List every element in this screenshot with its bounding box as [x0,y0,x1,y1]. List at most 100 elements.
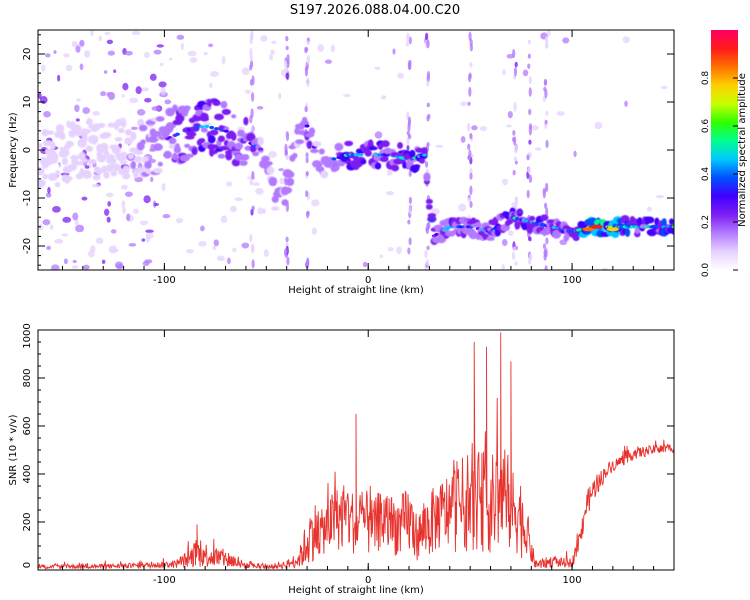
spectrogram-cell [514,196,519,205]
spectrogram-cell [278,168,284,172]
colorbar-tick-label: 0.6 [701,119,711,134]
spectrogram-cell [469,172,473,180]
spectrogram-cell [292,152,298,159]
spectrogram-cell [545,237,549,245]
spectrogram-cell [468,86,472,97]
spectrogram-cell [137,167,144,174]
spectrogram-cell [82,128,92,134]
spectrogram-cell [42,140,53,145]
spectrogram-cell [157,161,163,167]
spectrogram-cell [409,149,416,159]
spectrogram-cell [61,233,69,237]
spectrogram-cell [209,125,215,130]
spectrogram-cell [546,30,551,37]
spectrogram-cell [528,87,532,97]
spectrogram-cell [250,243,255,254]
spectrogram-cell [302,116,308,123]
spectrogram-cell [243,116,249,126]
spectrogram-cell [282,186,293,194]
spectrogram-cell [250,31,254,41]
spectrogram-y-tick-label: 10 [22,96,33,109]
snr-x-tick-label: 0 [365,575,371,586]
spectrogram-cell [622,36,630,44]
spectrogram-cell [285,154,289,161]
spectrogram-cell [542,243,547,250]
spectrogram-cell [60,172,70,176]
spectrogram-cell [125,129,132,136]
spectrogram-cell [317,44,325,52]
spectrogram-cell [168,137,177,145]
spectrogram-cell [406,130,410,136]
spectrogram-cell [258,147,264,151]
spectrogram-cell [418,158,426,164]
spectrogram-cell [54,182,61,188]
spectrogram-cell [251,182,261,186]
spectrogram-cell [180,42,184,51]
spectrogram-cell [40,64,46,72]
spectrogram-cell [582,227,595,232]
spectrogram-cell [181,111,188,117]
spectrogram-cell [214,113,225,121]
spectrogram-cell [543,86,547,92]
figure-title: S197.2026.088.04.00.C20 [290,3,460,18]
spectrogram-cell [174,143,181,152]
spectrogram-cell [122,82,129,91]
spectrogram-cell [202,121,212,127]
spectrogram-cell [309,148,319,154]
spectrogram-cell [507,218,514,225]
spectrogram-cell [115,264,124,270]
spectrogram-cell [108,245,118,254]
spectrogram-cell [358,153,364,157]
spectrogram-cell [507,110,513,119]
spectrogram-cell [174,132,180,136]
spectrogram-cell [426,142,430,147]
spectrogram-cell [217,153,226,159]
spectrogram-cell [285,236,289,243]
spectrogram-y-label: Frequency (Hz) [8,112,19,188]
spectrogram-cell [468,73,472,83]
spectrogram-cell [63,258,68,265]
spectrogram-cell [469,38,473,47]
spectrogram-cell [421,147,428,156]
spectrogram-cell [122,206,127,214]
spectrogram-cell [237,129,245,136]
spectrogram-cell [263,249,269,258]
spectrogram-cell [408,237,412,246]
spectrogram-cell [501,238,508,247]
spectrogram-cell [100,91,107,97]
spectrogram-cell [76,98,81,102]
spectrogram-cell [124,191,133,197]
spectrogram-cell [187,131,197,137]
spectrogram-cell [143,51,150,58]
spectrogram-cell [362,261,368,268]
spectrogram-cell [124,137,133,145]
spectrogram-cell [502,178,508,186]
spectrogram-cell [573,150,577,158]
spectrogram-cell [230,132,237,141]
spectrogram-cell [517,209,523,215]
spectrogram-cell [486,236,495,241]
spectrogram-cell [458,203,467,212]
colorbar-tick-label: 0.4 [701,167,711,182]
spectrogram-cell [606,227,619,232]
spectrogram-cell [160,87,166,96]
spectrogram-cell [111,163,122,172]
spectrogram-cell [460,101,467,107]
spectrogram-cell [305,210,310,219]
spectrogram-cell [406,137,410,146]
spectrogram-cell [121,200,126,208]
snr-y-tick-label: 0 [22,562,33,568]
spectrogram-cell [133,170,139,179]
spectrogram-cell [106,192,114,198]
spectrogram-cell [74,104,80,113]
spectrogram-cell [223,129,229,133]
spectrogram-cell [513,67,518,77]
spectrogram-cell [380,95,387,100]
spectrogram-cell [405,41,409,47]
spectrogram-cell [120,120,127,128]
spectrogram-cell [144,97,152,103]
spectrogram-cell [427,113,431,120]
spectrogram-cell [208,82,213,89]
spectrogram-cell [85,145,94,152]
spectrogram-cell [88,249,95,258]
